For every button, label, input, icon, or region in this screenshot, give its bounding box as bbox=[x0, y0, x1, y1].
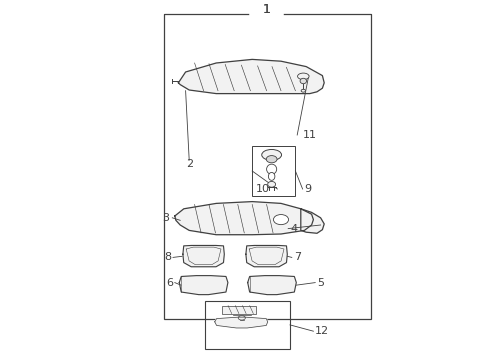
Text: 9: 9 bbox=[304, 184, 312, 194]
Text: 12: 12 bbox=[315, 326, 329, 336]
Bar bbox=[164, 14, 371, 319]
Ellipse shape bbox=[266, 156, 277, 163]
Ellipse shape bbox=[301, 89, 305, 92]
Text: 4: 4 bbox=[290, 224, 297, 234]
Polygon shape bbox=[175, 202, 314, 235]
Text: 3: 3 bbox=[162, 213, 170, 223]
Polygon shape bbox=[248, 276, 296, 294]
Text: 1: 1 bbox=[263, 3, 270, 15]
Polygon shape bbox=[183, 246, 224, 267]
Polygon shape bbox=[246, 246, 287, 267]
Ellipse shape bbox=[269, 172, 275, 180]
Ellipse shape bbox=[238, 316, 245, 320]
Ellipse shape bbox=[268, 181, 275, 187]
Bar bbox=[205, 301, 290, 349]
Text: 8: 8 bbox=[164, 252, 171, 262]
Polygon shape bbox=[178, 59, 324, 94]
Ellipse shape bbox=[300, 78, 307, 84]
Bar bbox=[252, 146, 295, 196]
Polygon shape bbox=[301, 209, 324, 233]
Text: 5: 5 bbox=[317, 278, 324, 288]
Text: 10: 10 bbox=[256, 184, 270, 194]
Text: 6: 6 bbox=[166, 278, 173, 288]
Text: 2: 2 bbox=[186, 159, 193, 169]
Text: 1: 1 bbox=[263, 3, 270, 15]
Ellipse shape bbox=[297, 73, 309, 80]
Polygon shape bbox=[215, 317, 268, 328]
Text: 7: 7 bbox=[294, 252, 301, 262]
Ellipse shape bbox=[273, 215, 289, 225]
Text: 11: 11 bbox=[303, 130, 317, 140]
Ellipse shape bbox=[267, 164, 277, 174]
Polygon shape bbox=[179, 276, 228, 294]
Ellipse shape bbox=[262, 149, 282, 160]
Bar bbox=[222, 306, 256, 314]
